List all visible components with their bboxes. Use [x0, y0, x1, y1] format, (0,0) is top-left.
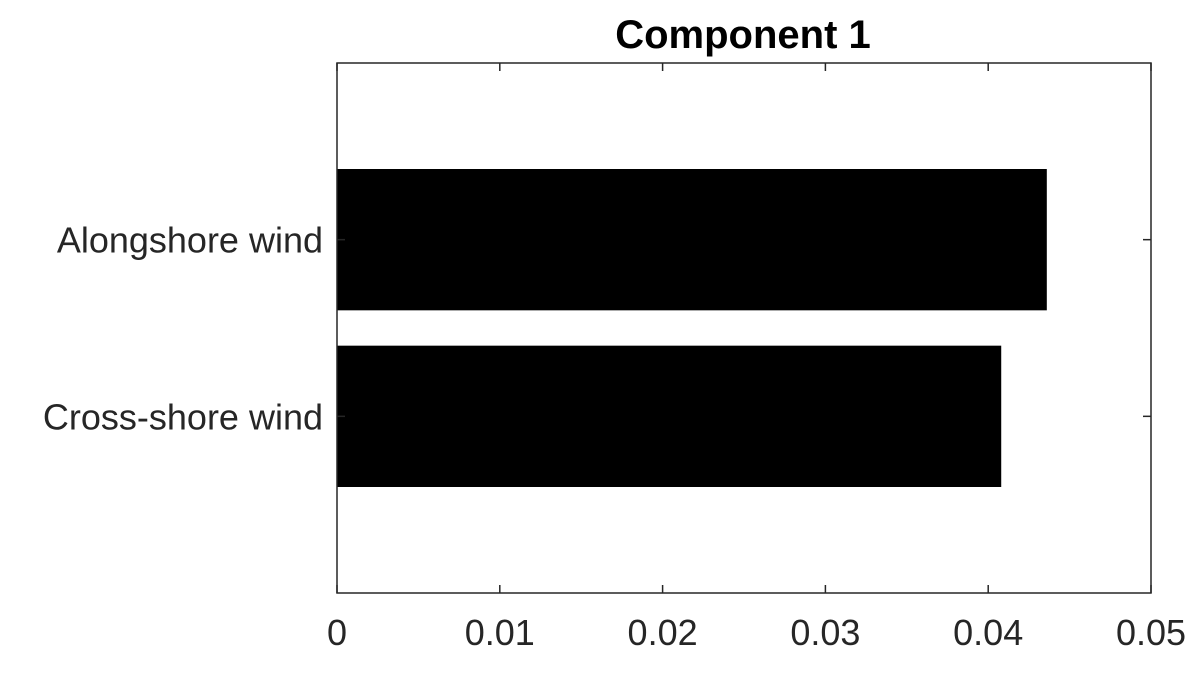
- x-tick-label: 0.02: [628, 612, 698, 653]
- axes-box: [336, 62, 1152, 594]
- bar-cross-shore-wind: [337, 345, 1002, 487]
- x-tick-label: 0: [327, 612, 347, 653]
- x-ticks: 0 0.01 0.02 0.03 0.04 0.05: [327, 63, 1186, 653]
- plot-area: [337, 63, 1151, 593]
- axes-layer: [336, 62, 1152, 594]
- y-tick-label: Alongshore wind: [57, 220, 323, 261]
- bars-layer: [337, 169, 1047, 487]
- chart-title: Component 1: [615, 13, 871, 57]
- x-tick-label: 0.04: [953, 612, 1023, 653]
- x-tick-label: 0.01: [465, 612, 535, 653]
- x-tick-label: 0.05: [1116, 612, 1186, 653]
- y-ticks: Alongshore wind Cross-shore wind: [43, 220, 1151, 437]
- bar-alongshore-wind: [337, 169, 1047, 311]
- y-tick-label: Cross-shore wind: [43, 396, 323, 437]
- x-tick-label: 0.03: [790, 612, 860, 653]
